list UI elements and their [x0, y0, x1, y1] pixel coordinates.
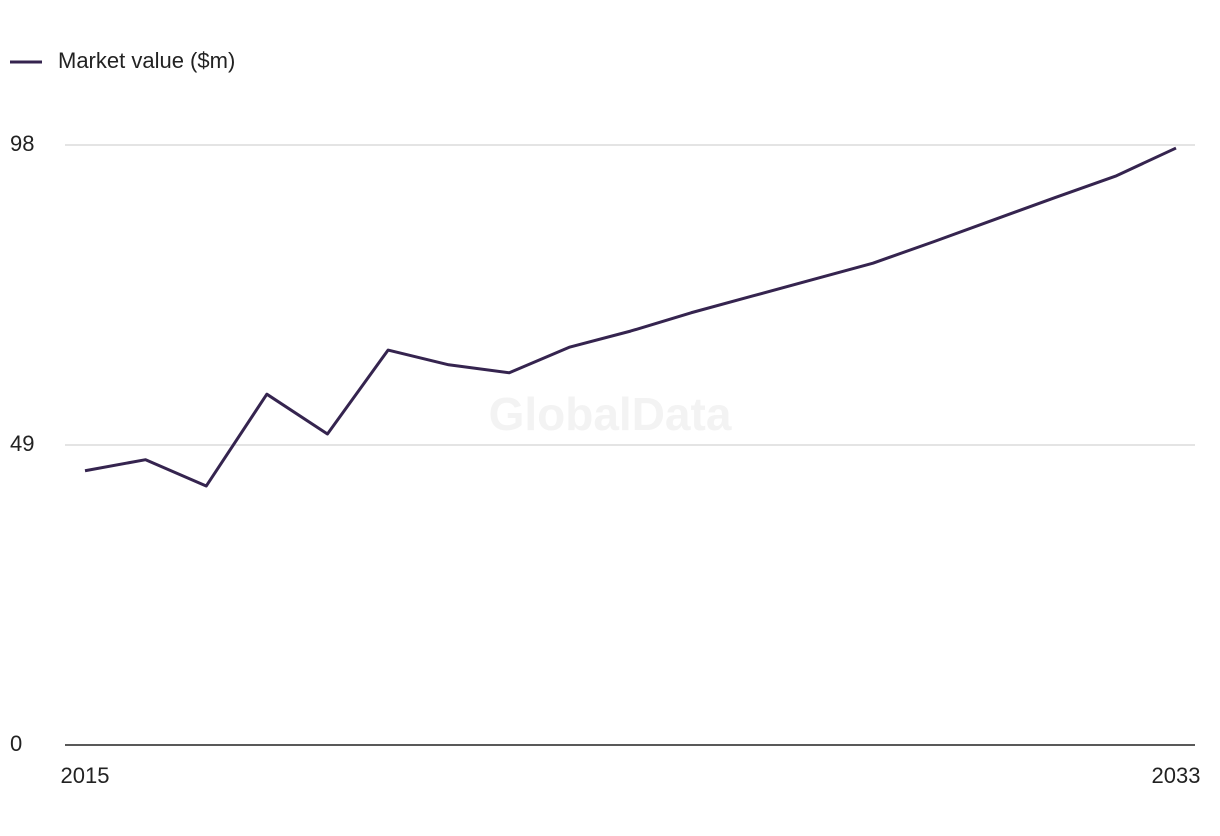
y-tick-label: 49 — [10, 431, 34, 456]
y-tick-label: 98 — [10, 131, 34, 156]
legend-label: Market value ($m) — [58, 48, 235, 73]
x-tick-label: 2033 — [1152, 763, 1201, 788]
x-tick-label: 2015 — [61, 763, 110, 788]
y-tick-label: 0 — [10, 731, 22, 756]
watermark: GlobalData — [489, 388, 732, 440]
series-line — [84, 146, 1177, 488]
